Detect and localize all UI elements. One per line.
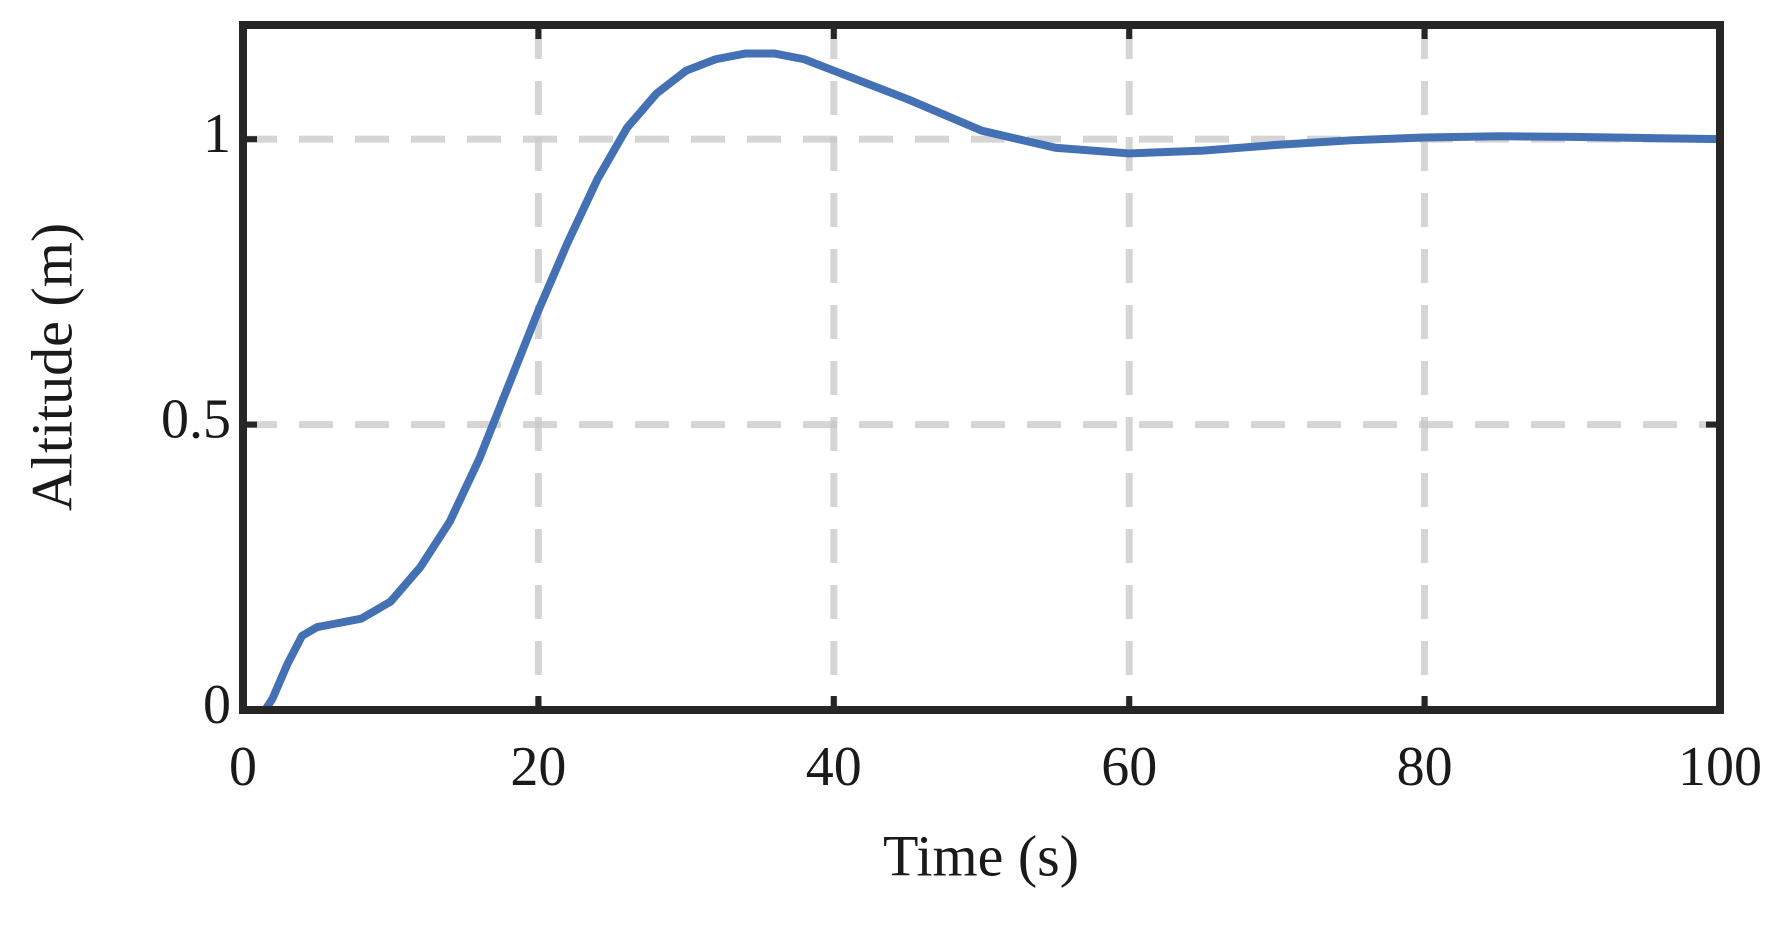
x-tick-label: 20 xyxy=(510,736,566,798)
y-tick-label: 1 xyxy=(203,103,231,165)
x-tick-label: 100 xyxy=(1678,736,1762,798)
x-tick-label: 60 xyxy=(1101,736,1157,798)
y-tick-label: 0.5 xyxy=(161,388,231,450)
x-tick-label: 0 xyxy=(229,736,257,798)
data-line xyxy=(243,49,1721,714)
x-axis-label: Time (s) xyxy=(883,823,1079,888)
x-tick-label: 80 xyxy=(1397,736,1453,798)
plot-frame xyxy=(239,21,1724,714)
y-tick-label: 0 xyxy=(203,674,231,736)
x-tick-label: 40 xyxy=(806,736,862,798)
y-axis-label: Altitude (m) xyxy=(19,223,84,511)
